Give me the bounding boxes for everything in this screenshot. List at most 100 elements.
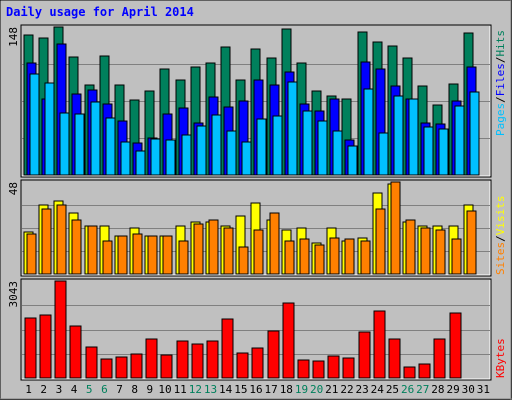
kbytes-bar-day-3: [54, 280, 67, 379]
kbytes-bar-day-12: [191, 343, 204, 379]
kbytes-bar-day-28: [433, 338, 446, 379]
day-label-10: 10: [158, 383, 171, 396]
sites-bar-day-18: [284, 240, 295, 275]
day-label-23: 23: [356, 383, 369, 396]
pages-bar-day-25: [393, 95, 404, 176]
sites-bar-day-4: [71, 219, 82, 275]
pages-bar-day-27: [423, 126, 434, 176]
day-label-28: 28: [431, 383, 444, 396]
sites-bar-day-20: [314, 244, 325, 275]
sites-bar-day-5: [87, 225, 98, 275]
sites-bar-day-13: [208, 219, 219, 275]
day-label-8: 8: [131, 383, 138, 396]
pages-bar-day-10: [165, 139, 176, 176]
kbytes-panel: 3043: [7, 278, 492, 381]
pages-bar-day-19: [302, 110, 313, 176]
day-label-19: 19: [295, 383, 308, 396]
pages-bar-day-28: [438, 128, 449, 176]
day-label-4: 4: [71, 383, 78, 396]
kbytes-bar-day-22: [342, 357, 355, 379]
sites-bar-day-11: [178, 240, 189, 275]
pages-bar-day-17: [272, 115, 283, 176]
chart-panels: 148 48 3043: [7, 24, 492, 381]
sites-bar-day-1: [26, 233, 37, 275]
pages-bar-day-5: [90, 101, 101, 176]
pages-bar-day-3: [59, 112, 70, 176]
kbytes-bar-day-20: [312, 360, 325, 379]
pages-bar-day-8: [135, 150, 146, 176]
pages-bar-day-22: [347, 145, 358, 176]
pages-bar-day-29: [454, 105, 465, 176]
pages-bar-day-9: [150, 138, 161, 176]
pages-bar-day-30: [469, 91, 480, 176]
pages-bar-day-16: [256, 118, 267, 176]
pages-bar-day-4: [74, 113, 85, 176]
sites-bar-day-25: [390, 181, 401, 275]
day-label-11: 11: [174, 383, 187, 396]
sites-bar-day-27: [420, 227, 431, 275]
kbytes-bar-day-27: [418, 363, 431, 379]
kbytes-bar-day-19: [297, 359, 310, 379]
kbytes-bar-day-14: [221, 318, 234, 379]
legend-kbytes-label: KBytes: [494, 338, 507, 378]
legend-sites-label: Sites: [494, 242, 507, 275]
pages-bar-day-21: [332, 130, 343, 176]
pages-bar-day-24: [378, 132, 389, 176]
day-label-25: 25: [386, 383, 399, 396]
kbytes-bar-day-2: [39, 314, 52, 379]
sites-bar-day-2: [41, 208, 52, 275]
kbytes-bar-day-29: [449, 312, 462, 379]
day-label-9: 9: [147, 383, 154, 396]
kbytes-bar-day-25: [388, 338, 401, 379]
legend-separator: /: [494, 96, 507, 103]
day-label-16: 16: [249, 383, 262, 396]
legend-hits-files-pages: Pages/Files/Hits: [494, 30, 507, 136]
kbytes-bar-day-16: [251, 347, 264, 379]
day-label-29: 29: [446, 383, 459, 396]
kbytes-bar-day-26: [403, 366, 416, 379]
kbytes-bar-day-6: [100, 358, 113, 379]
kbytes-bar-day-15: [236, 352, 249, 379]
day-label-12: 12: [189, 383, 202, 396]
sites-bar-day-29: [451, 238, 462, 275]
kbytes-bar-day-10: [160, 354, 173, 379]
day-label-18: 18: [280, 383, 293, 396]
pages-bar-day-7: [120, 141, 131, 176]
sites-bar-day-21: [329, 237, 340, 275]
chart-title: Daily usage for April 2014: [6, 5, 194, 19]
kbytes-bar-day-18: [282, 302, 295, 379]
day-label-26: 26: [401, 383, 414, 396]
day-label-22: 22: [340, 383, 353, 396]
day-label-21: 21: [325, 383, 338, 396]
pages-bar-day-11: [181, 134, 192, 176]
sites-bar-day-15: [238, 246, 249, 275]
sites-bar-day-23: [360, 240, 371, 275]
kbytes-bar-day-9: [145, 338, 158, 379]
sites-bar-day-7: [117, 235, 128, 275]
kbytes-bar-day-21: [327, 355, 340, 379]
legend-hits-label: Hits: [494, 30, 507, 57]
hits-panel-ymax-label: 148: [7, 27, 20, 47]
sites-bar-day-12: [193, 223, 204, 275]
legend-separator: /: [494, 57, 507, 64]
kbytes-bar-day-13: [206, 340, 219, 379]
sites-bar-day-17: [269, 212, 280, 275]
pages-bar-day-20: [317, 120, 328, 176]
kbytes-bar-day-17: [267, 330, 280, 379]
day-label-17: 17: [265, 383, 278, 396]
sites-bar-day-8: [132, 233, 143, 275]
day-label-15: 15: [234, 383, 247, 396]
sites-bar-day-16: [253, 229, 264, 275]
day-label-30: 30: [462, 383, 475, 396]
pages-bar-day-15: [241, 141, 252, 176]
pages-bar-day-2: [44, 82, 55, 176]
legend-kbytes: KBytes: [494, 338, 507, 378]
kbytes-bar-day-4: [69, 325, 82, 379]
kbytes-bar-day-23: [358, 331, 371, 379]
pages-bar-day-18: [287, 81, 298, 176]
sites-bar-day-6: [102, 240, 113, 275]
kbytes-bar-day-7: [115, 356, 128, 379]
sites-bar-day-30: [466, 210, 477, 275]
sites-bar-day-10: [162, 235, 173, 275]
